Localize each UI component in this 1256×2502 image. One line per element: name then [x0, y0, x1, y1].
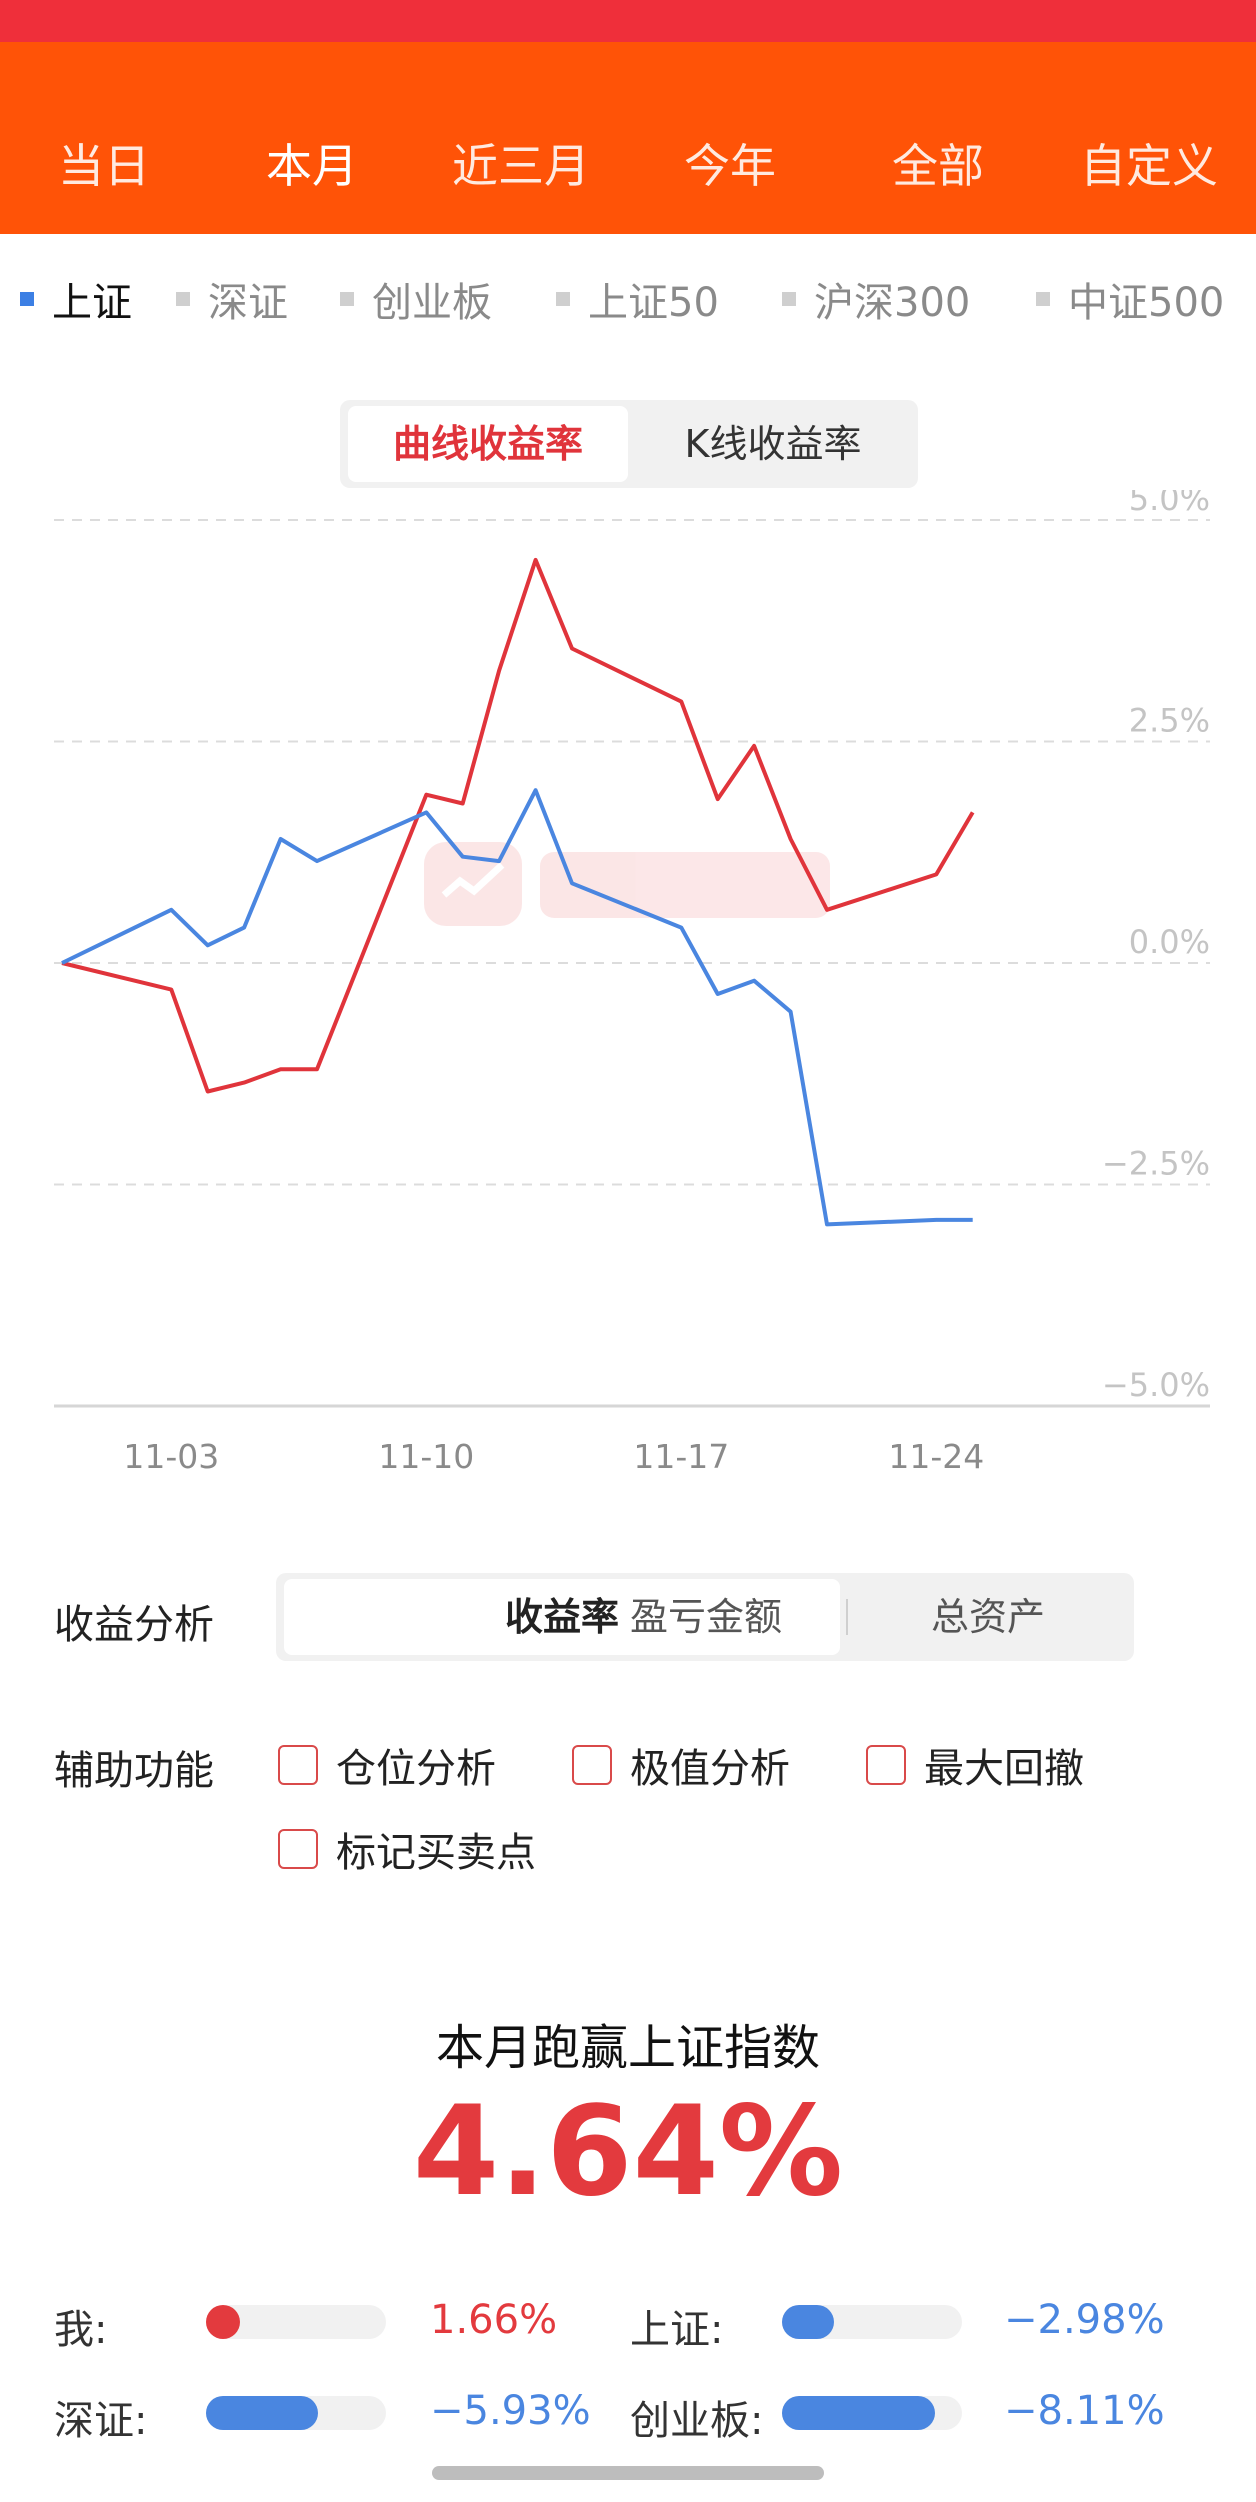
- checkbox-icon: [278, 1829, 318, 1869]
- aux-functions-label: 辅助功能: [54, 1748, 214, 1794]
- kline-return-button[interactable]: K线收益率: [684, 422, 862, 466]
- comparison-label-szse: 深证:: [54, 2398, 148, 2444]
- mark-trade-points-checkbox[interactable]: 标记买卖点: [278, 1820, 536, 1878]
- index-selector: 上证 深证 创业板 上证50 沪深300 中证500: [0, 270, 1256, 350]
- comparison-bar-mine: [206, 2305, 386, 2339]
- comparison-bar-chinext: [782, 2396, 962, 2430]
- checkbox-icon: [572, 1745, 612, 1785]
- segment-divider: [846, 1599, 848, 1635]
- analysis-label: 收益分析: [54, 1602, 214, 1648]
- y-tick-label: −5.0%: [1102, 1366, 1210, 1404]
- index-dot-icon: [782, 292, 796, 306]
- status-bar-strip: [0, 0, 1256, 42]
- curve-return-button[interactable]: 曲线收益率: [348, 406, 628, 482]
- index-dot-icon: [340, 292, 354, 306]
- tab-this-month[interactable]: 本月: [266, 139, 358, 193]
- position-analysis-checkbox[interactable]: 仓位分析: [278, 1736, 496, 1794]
- checkbox-icon: [278, 1745, 318, 1785]
- max-drawdown-checkbox[interactable]: 最大回撤: [866, 1736, 1084, 1794]
- comparison-bar-fill: [206, 2396, 318, 2430]
- x-tick-label: 11-24: [888, 1437, 984, 1476]
- tab-custom[interactable]: 自定义: [1080, 139, 1218, 193]
- index-option-szse[interactable]: 深证: [176, 270, 288, 328]
- index-label: 创业板: [372, 280, 492, 326]
- active-tab-indicator: [292, 246, 332, 255]
- home-indicator: [432, 2466, 824, 2480]
- index-option-sse[interactable]: 上证: [20, 270, 132, 328]
- tab-today[interactable]: 当日: [58, 139, 150, 193]
- return-chart: 5.0% 2.5% 0.0% −2.5% −5.0% 11-03 11-10 11-17 11-…: [54, 490, 1210, 1476]
- x-tick-label: 11-10: [378, 1437, 474, 1476]
- outperformance-value: 4.64%: [412, 2080, 844, 2224]
- comparison-label-sse: 上证:: [630, 2307, 724, 2353]
- x-tick-label: 11-17: [633, 1437, 729, 1476]
- comparison-bar-fill: [206, 2305, 240, 2339]
- index-dot-icon: [176, 292, 190, 306]
- y-tick-label: −2.5%: [1102, 1145, 1210, 1183]
- checkbox-label: 最大回撤: [924, 1746, 1084, 1792]
- checkbox-label: 极值分析: [630, 1746, 790, 1792]
- index-return-line: [61, 788, 973, 1227]
- y-tick-label: 0.0%: [1129, 923, 1210, 961]
- y-tick-label: 5.0%: [1129, 490, 1210, 518]
- x-tick-label: 11-03: [123, 1437, 219, 1476]
- index-option-sse50[interactable]: 上证50: [556, 270, 719, 328]
- tonghuashun-logo-watermark-icon: [424, 842, 830, 926]
- index-label: 沪深300: [814, 280, 971, 326]
- tab-all[interactable]: 全部: [892, 139, 984, 193]
- index-option-csi500[interactable]: 中证500: [1036, 270, 1224, 328]
- index-dot-icon: [1036, 292, 1050, 306]
- period-tab-bar: 当日 本月 近三月 今年 全部 自定义: [0, 42, 1256, 255]
- index-dot-icon: [20, 292, 34, 306]
- index-label: 上证50: [588, 280, 719, 326]
- checkbox-label: 仓位分析: [336, 1746, 496, 1792]
- chart-mode-switch: 曲线收益率 K线收益率: [340, 400, 918, 488]
- comparison-value-sse: −2.98%: [1004, 2297, 1165, 2343]
- chart-gridlines: [54, 519, 1210, 1408]
- analysis-switch: 收益率: [276, 1573, 1134, 1661]
- profit-amount-button[interactable]: 盈亏金额: [629, 1595, 782, 1639]
- y-tick-label: 2.5%: [1129, 702, 1210, 740]
- comparison-bar-fill: [782, 2305, 835, 2339]
- tab-this-year[interactable]: 今年: [684, 139, 776, 193]
- comparison-value-mine: 1.66%: [430, 2297, 558, 2343]
- return-rate-button[interactable]: 收益率: [284, 1579, 840, 1655]
- comparison-value-szse: −5.93%: [430, 2388, 591, 2434]
- total-assets-button[interactable]: 总资产: [930, 1595, 1045, 1639]
- checkbox-icon: [866, 1745, 906, 1785]
- comparison-label-mine: 我:: [54, 2307, 108, 2353]
- comparison-label-chinext: 创业板:: [630, 2398, 764, 2444]
- summary-title: 本月跑赢上证指数: [435, 2020, 820, 2076]
- index-option-chinext[interactable]: 创业板: [340, 270, 492, 328]
- checkbox-label: 标记买卖点: [336, 1830, 536, 1876]
- extreme-analysis-checkbox[interactable]: 极值分析: [572, 1736, 790, 1794]
- comparison-bar-szse: [206, 2396, 386, 2430]
- tab-three-months[interactable]: 近三月: [452, 139, 590, 193]
- comparison-value-chinext: −8.11%: [1004, 2388, 1165, 2434]
- index-label: 中证500: [1068, 280, 1225, 326]
- index-option-csi300[interactable]: 沪深300: [782, 270, 970, 328]
- my-return-line: [61, 557, 975, 1094]
- index-label: 深证: [208, 280, 288, 326]
- index-dot-icon: [556, 292, 570, 306]
- comparison-bar-fill: [782, 2396, 935, 2430]
- comparison-bar-sse: [782, 2305, 962, 2339]
- chart-axis-labels: 5.0% 2.5% 0.0% −2.5% −5.0% 11-03 11-10 11-17 11-…: [123, 490, 1210, 1476]
- index-label: 上证: [52, 280, 132, 326]
- chart-series: [61, 557, 975, 1227]
